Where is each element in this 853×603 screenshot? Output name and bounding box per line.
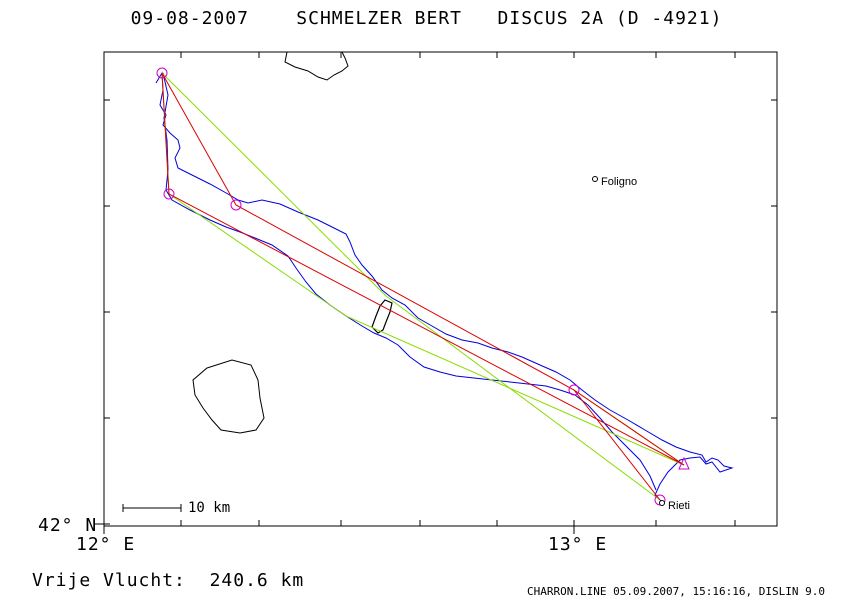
- scale-bar-label: 10 km: [188, 500, 231, 516]
- x-axis-label-12e: 12° E: [76, 534, 136, 555]
- flight-title: 09-08-2007 SCHMELZER BERT DISCUS 2A (D -…: [0, 8, 853, 29]
- glider-id: DISCUS 2A (D -4921): [497, 8, 723, 29]
- scale-bar: [122, 504, 182, 512]
- rieti-marker-icon: [659, 500, 665, 506]
- flight-date: 09-08-2007: [130, 8, 249, 29]
- alternate-route: [161, 72, 685, 501]
- turnpoint-marker: [163, 188, 175, 200]
- x-axis-label-13e: 13° E: [548, 534, 608, 555]
- gps-flight-track-return: [162, 72, 657, 491]
- free-flight-distance: Vrije Vlucht: 240.6 km: [32, 570, 304, 591]
- lake-bolsena-outline: [192, 359, 265, 434]
- turnpoint-markers: [156, 67, 690, 506]
- gps-flight-track: [155, 71, 734, 503]
- city-label-foligno: Foligno: [601, 176, 638, 188]
- finish-triangle-icon: [678, 456, 690, 470]
- turnpoint-marker: [156, 67, 168, 79]
- lake-piediluco-outline: [371, 299, 393, 334]
- turnpoint-marker: [568, 384, 580, 396]
- optimized-route: [161, 72, 685, 501]
- turnpoint-marker: [230, 199, 242, 211]
- pilot-name: SCHMELZER BERT: [296, 8, 463, 29]
- lake-trasimeno-outline: [284, 51, 349, 81]
- result-label: Vrije Vlucht:: [32, 570, 186, 591]
- axis-ticks: [94, 52, 777, 534]
- map-frame: [103, 51, 778, 527]
- city-label-rieti: Rieti: [668, 500, 691, 512]
- foligno-marker-icon: [592, 176, 598, 182]
- software-credit: CHARRON.LINE 05.09.2007, 15:16:16, DISLI…: [526, 585, 825, 598]
- result-value: 240.6 km: [209, 570, 305, 591]
- y-axis-label: 42° N: [38, 515, 98, 536]
